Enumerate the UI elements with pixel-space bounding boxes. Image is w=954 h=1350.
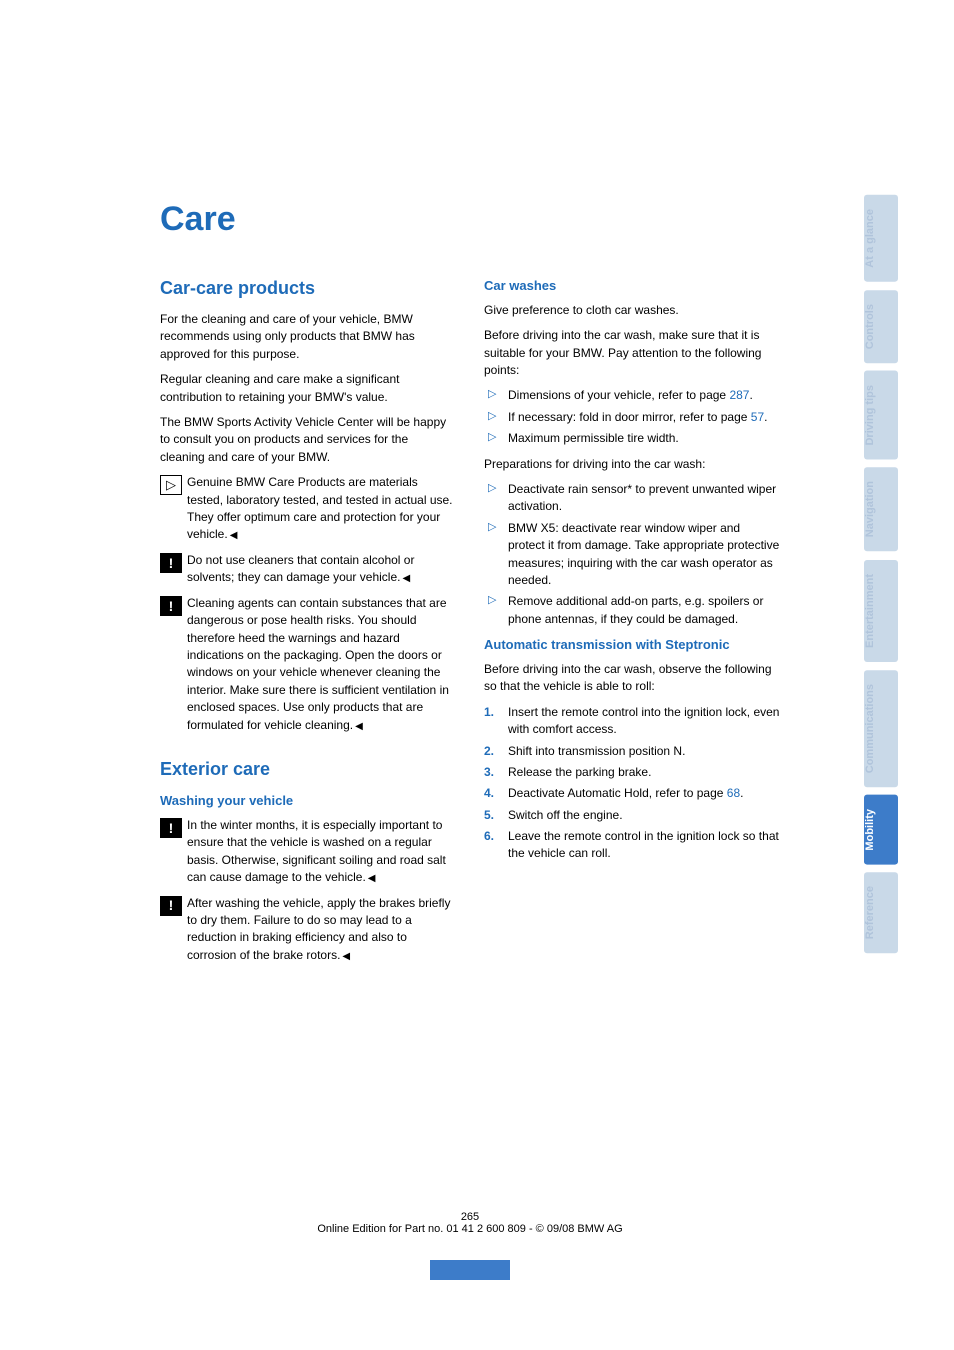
sidebar-tab[interactable]: Driving tips <box>864 371 898 460</box>
sidebar-tab[interactable]: Reference <box>864 872 898 953</box>
warning-icon <box>160 596 182 616</box>
sidebar-tab[interactable]: Mobility <box>864 795 898 865</box>
warning-note: In the winter months, it is especially i… <box>160 817 456 887</box>
bullet-list: Deactivate rain sensor* to prevent unwan… <box>484 481 780 628</box>
note-text: After washing the vehicle, apply the bra… <box>187 895 456 965</box>
list-item: If necessary: fold in door mirror, refer… <box>484 409 780 426</box>
left-column: Car-care products For the cleaning and c… <box>160 269 456 972</box>
note-text: In the winter months, it is especially i… <box>187 817 456 887</box>
main-title: Care <box>160 200 780 239</box>
paragraph: Preparations for driving into the car wa… <box>484 456 780 473</box>
page-content: Care Car-care products For the cleaning … <box>160 200 780 972</box>
warning-note: After washing the vehicle, apply the bra… <box>160 895 456 965</box>
warning-note: Cleaning agents can contain substances t… <box>160 595 456 734</box>
paragraph: Regular cleaning and care make a signifi… <box>160 371 456 406</box>
warning-icon <box>160 818 182 838</box>
list-item: Maximum permissible tire width. <box>484 430 780 447</box>
footer: 265 Online Edition for Part no. 01 41 2 … <box>160 1211 780 1235</box>
list-item: 4.Deactivate Automatic Hold, refer to pa… <box>484 785 780 802</box>
note-text: Genuine BMW Care Products are materials … <box>187 474 456 544</box>
info-icon <box>160 475 182 495</box>
sidebar-tab[interactable]: At a glance <box>864 195 898 282</box>
right-column: Car washes Give preference to cloth car … <box>484 269 780 972</box>
numbered-list: 1.Insert the remote control into the ign… <box>484 704 780 863</box>
page-number: 265 <box>160 1211 780 1223</box>
paragraph: Give preference to cloth car washes. <box>484 302 780 319</box>
section-exterior: Exterior care <box>160 756 456 782</box>
page-link[interactable]: 57 <box>751 410 764 424</box>
sub-washing: Washing your vehicle <box>160 792 456 811</box>
page-link[interactable]: 287 <box>729 388 749 402</box>
sidebar-tab[interactable]: Controls <box>864 290 898 363</box>
paragraph: Before driving into the car wash, observ… <box>484 661 780 696</box>
list-item: 3.Release the parking brake. <box>484 764 780 781</box>
page-link[interactable]: 68 <box>727 786 740 800</box>
paragraph: The BMW Sports Activity Vehicle Center w… <box>160 414 456 466</box>
footer-bar <box>430 1260 510 1280</box>
list-item: 5.Switch off the engine. <box>484 807 780 824</box>
paragraph: For the cleaning and care of your vehicl… <box>160 311 456 363</box>
bullet-list: Dimensions of your vehicle, refer to pag… <box>484 387 780 447</box>
note-text: Cleaning agents can contain substances t… <box>187 595 456 734</box>
sidebar-tab[interactable]: Navigation <box>864 467 898 551</box>
list-item: BMW X5: deactivate rear window wiper and… <box>484 520 780 590</box>
warning-note: Do not use cleaners that contain alcohol… <box>160 552 456 587</box>
sidebar-tab[interactable]: Entertainment <box>864 560 898 662</box>
sidebar-tab[interactable]: Communications <box>864 670 898 787</box>
section-car-care: Car-care products <box>160 275 456 301</box>
list-item: Deactivate rain sensor* to prevent unwan… <box>484 481 780 516</box>
note-text: Do not use cleaners that contain alcohol… <box>187 552 456 587</box>
paragraph: Before driving into the car wash, make s… <box>484 327 780 379</box>
list-item: Remove additional add-on parts, e.g. spo… <box>484 593 780 628</box>
footer-line: Online Edition for Part no. 01 41 2 600 … <box>160 1223 780 1235</box>
columns: Car-care products For the cleaning and c… <box>160 269 780 972</box>
list-item: Dimensions of your vehicle, refer to pag… <box>484 387 780 404</box>
warning-icon <box>160 896 182 916</box>
list-item: 6.Leave the remote control in the igniti… <box>484 828 780 863</box>
warning-icon <box>160 553 182 573</box>
step-number: 3. <box>484 764 504 781</box>
list-item: 1.Insert the remote control into the ign… <box>484 704 780 739</box>
step-number: 4. <box>484 785 504 802</box>
list-item: 2.Shift into transmission position N. <box>484 743 780 760</box>
step-number: 5. <box>484 807 504 824</box>
step-number: 2. <box>484 743 504 760</box>
step-number: 1. <box>484 704 504 721</box>
sidebar-tabs: At a glance Controls Driving tips Navigatio… <box>864 195 898 954</box>
step-number: 6. <box>484 828 504 845</box>
info-note: Genuine BMW Care Products are materials … <box>160 474 456 544</box>
sub-carwashes: Car washes <box>484 277 780 296</box>
sub-automatic: Automatic transmission with Steptronic <box>484 636 780 655</box>
